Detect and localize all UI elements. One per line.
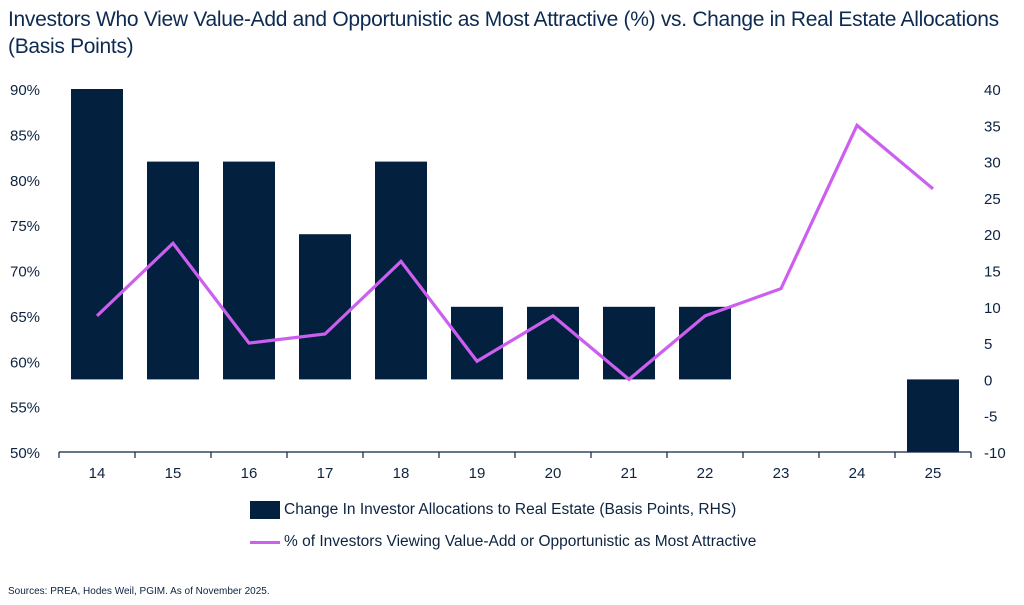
bar-20	[527, 306, 579, 380]
left-tick-label: 65%	[10, 309, 40, 326]
x-tick-label: 25	[925, 465, 942, 482]
x-tick-label: 17	[317, 465, 334, 482]
left-tick-label: 80%	[10, 173, 40, 190]
right-tick-label: -5	[984, 409, 997, 426]
legend-item-bars: Change In Investor Allocations to Real E…	[250, 494, 756, 526]
x-tick-label: 19	[469, 465, 486, 482]
left-tick-label: 70%	[10, 264, 40, 281]
right-tick-label: 10	[984, 300, 1001, 317]
chart-title: Investors Who View Value-Add and Opportu…	[8, 8, 999, 58]
bar-22	[679, 306, 731, 380]
right-tick-label: 25	[984, 191, 1001, 208]
bar-16	[223, 161, 275, 380]
x-tick-label: 21	[621, 465, 638, 482]
legend-label-line: % of Investors Viewing Value-Add or Oppo…	[284, 533, 757, 550]
source-note: Sources: PREA, Hodes Weil, PGIM. As of N…	[8, 586, 270, 597]
line-series	[95, 122, 935, 382]
right-tick-label: 40	[984, 82, 1001, 99]
left-tick-label: 50%	[10, 445, 40, 462]
bar-17	[299, 234, 351, 380]
right-tick-label: -10	[984, 445, 1006, 462]
bar-18	[375, 161, 427, 380]
legend-bar-swatch	[250, 501, 280, 519]
bar-15	[147, 161, 199, 380]
legend-item-line: % of Investors Viewing Value-Add or Oppo…	[250, 526, 756, 558]
right-tick-label: 15	[984, 264, 1001, 281]
left-tick-label: 55%	[10, 400, 40, 417]
x-tick-label: 18	[393, 465, 410, 482]
x-tick-label: 24	[849, 465, 866, 482]
legend: Change In Investor Allocations to Real E…	[250, 494, 756, 558]
right-tick-label: 30	[984, 155, 1001, 172]
right-tick-label: 0	[984, 372, 992, 389]
bar-25	[907, 379, 959, 452]
right-tick-label: 20	[984, 227, 1001, 244]
legend-line-swatch	[250, 540, 280, 544]
bar-21	[603, 306, 655, 380]
left-tick-label: 90%	[10, 82, 40, 99]
x-tick-label: 14	[89, 465, 106, 482]
bar-19	[451, 306, 503, 380]
x-tick-label: 16	[241, 465, 258, 482]
chart: 14 15 16 17 18 19 20 21 22 23 24 25 50% 55% 60% 65% 70% 7…	[10, 82, 1006, 482]
left-tick-label: 75%	[10, 218, 40, 235]
x-tick-label: 20	[545, 465, 562, 482]
x-tick-label: 23	[773, 465, 790, 482]
legend-label-bars: Change In Investor Allocations to Real E…	[284, 501, 737, 518]
bar-14	[71, 89, 123, 380]
right-tick-label: 5	[984, 336, 992, 353]
right-tick-label: 35	[984, 118, 1001, 135]
x-tick-label: 15	[165, 465, 182, 482]
left-tick-label: 85%	[10, 127, 40, 144]
left-tick-label: 60%	[10, 354, 40, 371]
x-tick-label: 22	[697, 465, 714, 482]
